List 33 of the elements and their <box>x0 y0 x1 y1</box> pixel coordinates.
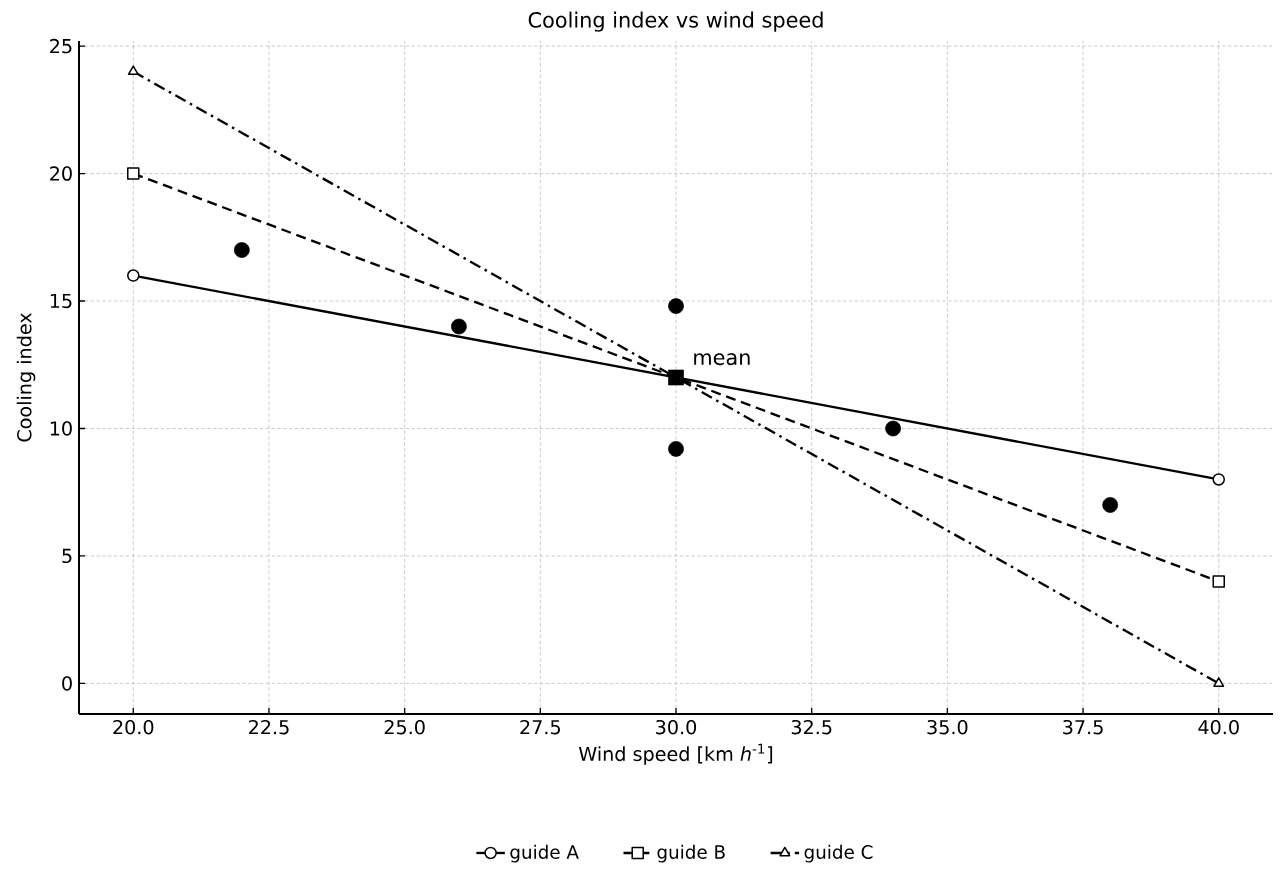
x-tick-label: 40.0 <box>1198 719 1239 735</box>
point <box>668 369 684 386</box>
legend-label: guide B <box>657 844 725 863</box>
point <box>127 167 140 180</box>
legend-label: guide A <box>510 844 579 863</box>
point <box>668 298 684 314</box>
point <box>885 420 901 437</box>
x-tick-label: 35.0 <box>927 719 968 735</box>
y-tick-label: 0 <box>62 676 72 691</box>
y-tick-label: 20 <box>50 166 72 181</box>
legend-label: guide C <box>804 844 873 863</box>
point <box>1212 473 1225 486</box>
point <box>668 441 684 457</box>
chart-title: Cooling index vs wind speed <box>528 11 823 32</box>
y-tick-label: 5 <box>62 548 72 564</box>
point <box>1102 497 1119 513</box>
x-axis-title: Wind speed [km h$^{-1}$] <box>578 743 773 765</box>
x-tick-label: 30.0 <box>656 719 697 735</box>
x-tick-label: 25.0 <box>384 719 425 735</box>
y-tick-label: 25 <box>50 38 72 54</box>
x-tick-label: 22.5 <box>249 719 289 735</box>
x-tick-label: 37.5 <box>1063 719 1103 735</box>
annotation: mean <box>694 353 750 366</box>
y-tick-label: 10 <box>50 421 72 436</box>
x-tick-label: 20.0 <box>113 719 154 735</box>
y-tick-label: 15 <box>50 293 72 309</box>
x-tick-label: 27.5 <box>520 719 560 735</box>
point <box>127 269 140 282</box>
x-tick-label: 32.5 <box>791 719 832 735</box>
point <box>1212 575 1225 588</box>
y-axis-title: Cooling index <box>16 312 36 442</box>
point <box>233 242 250 258</box>
point <box>451 318 467 335</box>
